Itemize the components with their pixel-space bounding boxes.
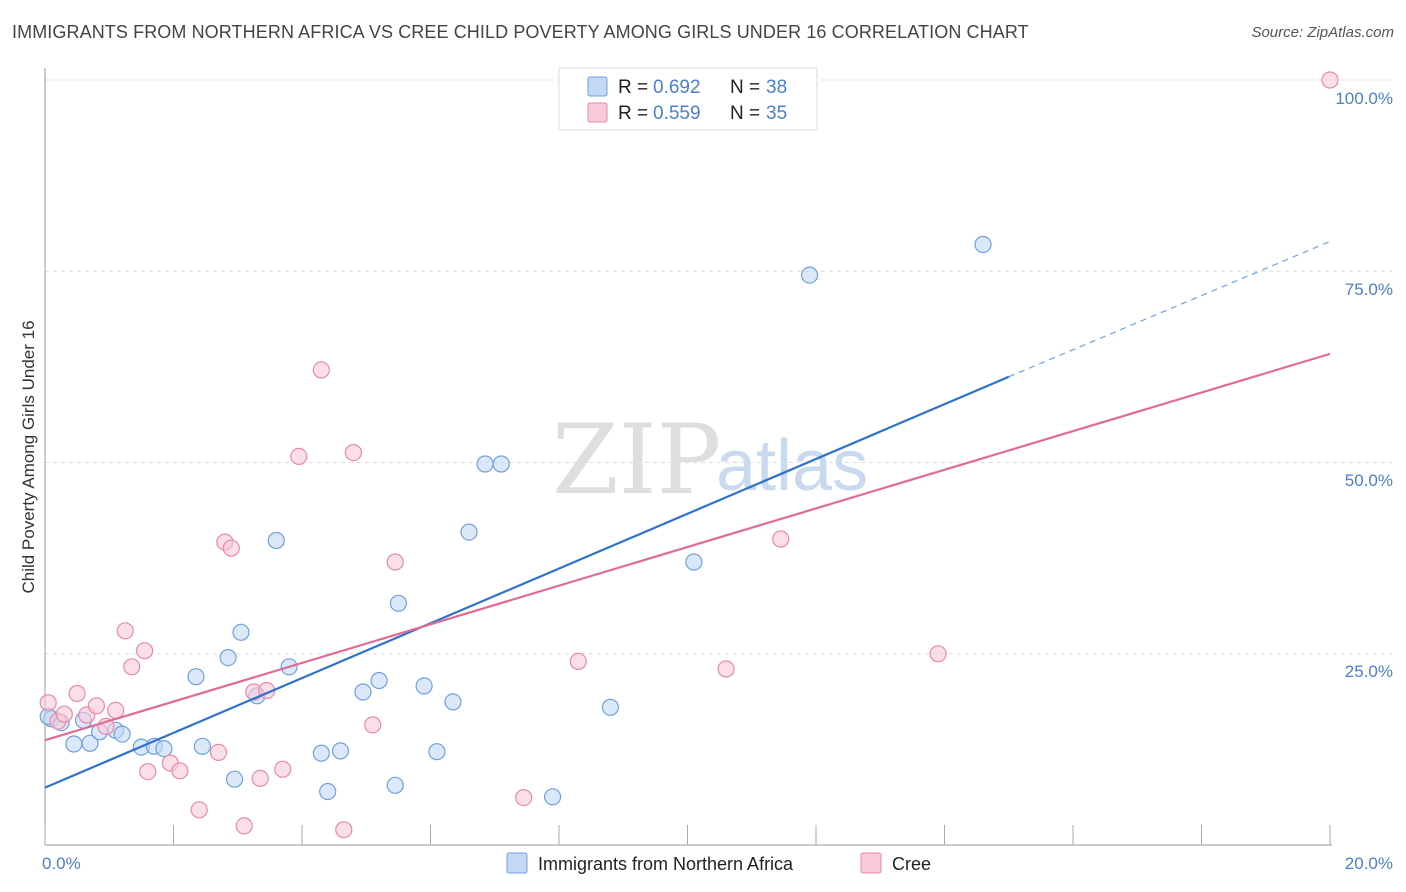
source-note: Source: ZipAtlas.com [1251,24,1394,41]
blue-point-29 [460,523,478,541]
series-legend-label-blue: Immigrants from Northern Africa [538,854,794,874]
pink-point-33 [929,645,947,663]
blue-point-23 [370,671,388,690]
blue-point-2 [65,735,83,753]
pink-point-22 [274,760,292,778]
blue-point-11 [193,737,211,755]
blue-point-19 [312,744,330,762]
pink-point-28 [386,553,404,571]
x-axis-ticks [44,825,1331,845]
y-tick-label-50: 50.0% [1345,471,1393,490]
blue-point-21 [331,742,350,760]
blue-point-24 [389,594,407,612]
correlation-legend: R = 0.692 N = 38 R = 0.559 N = 35 [558,67,818,131]
blue-point-14 [232,623,250,641]
blue-point-35 [800,266,819,284]
pink-point-10 [136,642,154,660]
blue-point-34 [685,553,703,571]
pink-point-32 [772,530,790,548]
pink-point-11 [139,762,157,781]
blue-point-13 [219,648,237,667]
series-legend-swatch-pink [860,852,882,874]
y-tick-label-25: 25.0% [1345,662,1393,681]
pink-point-29 [515,788,533,807]
pink-point-23 [290,447,308,465]
legend-r-label-2: R = [618,103,648,124]
legend-n-value-1: 38 [766,77,787,98]
pink-point-5 [87,697,106,715]
legend-r-value-1: 0.692 [653,77,701,98]
watermark-zip: ZIP [552,404,721,516]
blue-point-10 [155,739,173,758]
blue-trend-line [44,375,1010,789]
pink-point-25 [335,821,353,839]
y-axis-title: Child Poverty Among Girls Under 16 [19,320,38,593]
pink-point-14 [190,801,208,819]
series-legend-label-pink: Cree [892,854,931,874]
pink-point-8 [116,622,134,640]
pink-point-18 [235,817,253,835]
blue-point-33 [601,698,620,716]
blue-point-22 [354,683,372,701]
legend-n-label-2: N = [730,103,760,124]
chart-title: IMMIGRANTS FROM NORTHERN AFRICA VS CREE … [12,22,1029,42]
pink-point-9 [123,658,141,676]
blue-point-32 [543,788,562,806]
pink-point-31 [717,660,735,678]
blue-point-17 [267,531,285,550]
pink-point-15 [209,743,228,762]
pink-point-27 [364,716,382,734]
legend-r-label-1: R = [618,77,648,98]
pink-point-30 [569,652,587,671]
blue-point-36 [974,235,992,254]
legend-n-value-2: 35 [766,103,787,124]
y-tick-label-100: 100.0% [1335,89,1393,108]
blue-trend-extension [1008,240,1331,378]
blue-point-16 [225,770,244,788]
legend-n-label-1: N = [730,77,760,98]
series-legend: Immigrants from Northern Africa Cree [506,852,931,874]
blue-point-30 [476,455,494,473]
gridlines [45,79,1392,655]
watermark-atlas: atlas [716,426,868,506]
pink-trend-line [44,352,1331,742]
blue-point-20 [319,782,337,801]
blue-point-31 [492,455,510,473]
legend-swatch-blue [587,76,608,97]
blue-point-28 [444,693,462,711]
blue-point-4 [81,734,99,752]
x-tick-label-max: 20.0% [1345,854,1393,873]
pink-point-7 [107,701,125,720]
pink-point-26 [344,444,362,462]
blue-point-12 [187,668,205,686]
blue-point-7 [113,725,131,743]
pink-point-13 [171,762,189,780]
trend-lines [44,240,1331,789]
blue-point-26 [415,677,433,695]
legend-swatch-pink [587,102,608,123]
pink-point-2 [55,705,73,723]
pink-point-24 [312,361,330,379]
blue-point-27 [428,743,446,761]
pink-point-0 [39,694,57,712]
legend-r-value-2: 0.559 [653,103,701,124]
y-tick-label-75: 75.0% [1345,280,1393,299]
x-tick-label-min: 0.0% [42,854,81,873]
series-legend-swatch-blue [506,852,528,874]
pink-point-34 [1321,71,1339,89]
pink-point-3 [68,684,86,703]
pink-point-20 [251,769,269,788]
pink-point-17 [222,539,240,557]
blue-point-25 [386,776,404,794]
